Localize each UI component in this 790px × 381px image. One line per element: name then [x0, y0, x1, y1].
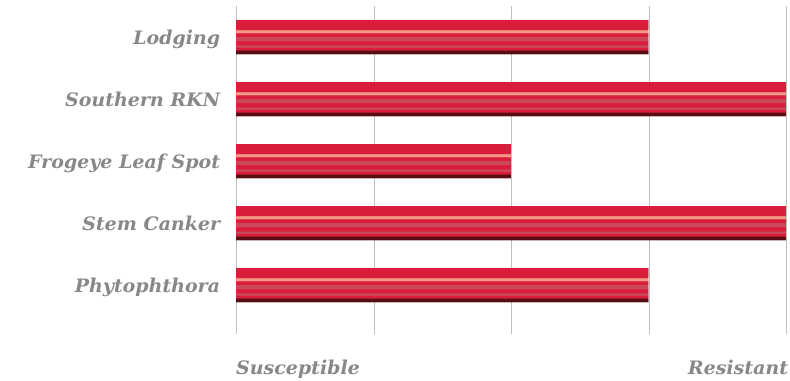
bar-stripe	[236, 206, 786, 217]
bar-stripe	[236, 41, 649, 46]
bar-stripe	[236, 233, 786, 237]
bar-stripe	[236, 109, 786, 113]
bar-stripe	[236, 33, 649, 38]
bar-stripe	[236, 45, 649, 49]
bar-stripe	[236, 285, 649, 290]
category-labels: Lodging Southern RKN Frogeye Leaf Spot Stem…	[27, 27, 222, 297]
axis-max-label: Resistant	[687, 357, 788, 379]
bar-stripe	[236, 219, 786, 224]
bar-stripe	[236, 223, 786, 228]
bar-stripe	[236, 289, 649, 294]
bar-stripe	[236, 107, 786, 111]
bar-stripe	[236, 165, 511, 170]
bar-lodging	[236, 20, 649, 55]
bar-stripe	[236, 30, 649, 34]
bar-stripe	[236, 236, 786, 241]
bar-stripe	[236, 144, 511, 155]
bar-stripe	[236, 293, 649, 297]
bar-stripe	[236, 174, 511, 179]
axis-min-label: Susceptible	[236, 357, 360, 379]
bar-stripe	[236, 278, 649, 282]
category-label-phytophthora: Phytophthora	[74, 275, 220, 297]
category-label-southern-rkn: Southern RKN	[65, 89, 221, 111]
bar-stripe	[236, 82, 786, 93]
bar-stripe	[236, 157, 511, 162]
bar-stripe	[236, 47, 649, 51]
bar-stripe	[236, 50, 649, 55]
bar-stripe	[236, 37, 649, 42]
category-label-stem-canker: Stem Canker	[82, 213, 222, 235]
bar-stripe	[236, 216, 786, 220]
bar-stripe	[236, 227, 786, 232]
bar-stripe	[236, 92, 786, 96]
bar-stripe	[236, 161, 511, 166]
bar-stripe	[236, 95, 786, 100]
bar-stripe	[236, 298, 649, 303]
bar-stripe	[236, 281, 649, 286]
bar-phytophthora	[236, 268, 649, 303]
bar-stripe	[236, 268, 649, 279]
bar-stripe	[236, 295, 649, 299]
bar-stem-canker	[236, 206, 786, 241]
bar-stripe	[236, 171, 511, 175]
bar-stripe	[236, 20, 649, 31]
bars	[236, 20, 786, 303]
bar-stripe	[236, 103, 786, 108]
category-label-lodging: Lodging	[132, 27, 220, 49]
bar-southern-rkn	[236, 82, 786, 117]
bar-stripe	[236, 99, 786, 104]
bar-stripe	[236, 154, 511, 158]
bar-stripe	[236, 231, 786, 235]
bar-frogeye-leaf-spot	[236, 144, 511, 179]
category-label-frogeye-leaf-spot: Frogeye Leaf Spot	[27, 151, 220, 173]
bar-stripe	[236, 169, 511, 173]
bar-stripe	[236, 112, 786, 117]
